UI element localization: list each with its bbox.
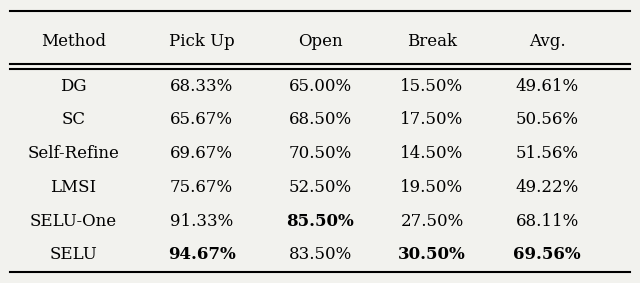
Text: Break: Break — [407, 33, 457, 50]
Text: 65.67%: 65.67% — [170, 112, 233, 128]
Text: 68.50%: 68.50% — [289, 112, 351, 128]
Text: Pick Up: Pick Up — [169, 33, 234, 50]
Text: Open: Open — [298, 33, 342, 50]
Text: 19.50%: 19.50% — [401, 179, 463, 196]
Text: 70.50%: 70.50% — [289, 145, 351, 162]
Text: 27.50%: 27.50% — [401, 213, 463, 230]
Text: SC: SC — [61, 112, 86, 128]
Text: 85.50%: 85.50% — [286, 213, 354, 230]
Text: Avg.: Avg. — [529, 33, 566, 50]
Text: Method: Method — [41, 33, 106, 50]
Text: 14.50%: 14.50% — [401, 145, 463, 162]
Text: 69.56%: 69.56% — [513, 246, 581, 263]
Text: 17.50%: 17.50% — [401, 112, 463, 128]
Text: SELU: SELU — [50, 246, 97, 263]
Text: 68.33%: 68.33% — [170, 78, 233, 95]
Text: DG: DG — [60, 78, 87, 95]
Text: Self-Refine: Self-Refine — [28, 145, 120, 162]
Text: 30.50%: 30.50% — [398, 246, 466, 263]
Text: 68.11%: 68.11% — [516, 213, 579, 230]
Text: 94.67%: 94.67% — [168, 246, 236, 263]
Text: 15.50%: 15.50% — [401, 78, 463, 95]
Text: 52.50%: 52.50% — [289, 179, 351, 196]
Text: SELU-One: SELU-One — [30, 213, 117, 230]
Text: 75.67%: 75.67% — [170, 179, 233, 196]
Text: 49.22%: 49.22% — [516, 179, 579, 196]
Text: 51.56%: 51.56% — [516, 145, 579, 162]
Text: 69.67%: 69.67% — [170, 145, 233, 162]
Text: 91.33%: 91.33% — [170, 213, 233, 230]
Text: 83.50%: 83.50% — [289, 246, 351, 263]
Text: LMSI: LMSI — [51, 179, 97, 196]
Text: 50.56%: 50.56% — [516, 112, 579, 128]
Text: 65.00%: 65.00% — [289, 78, 351, 95]
Text: 49.61%: 49.61% — [516, 78, 579, 95]
